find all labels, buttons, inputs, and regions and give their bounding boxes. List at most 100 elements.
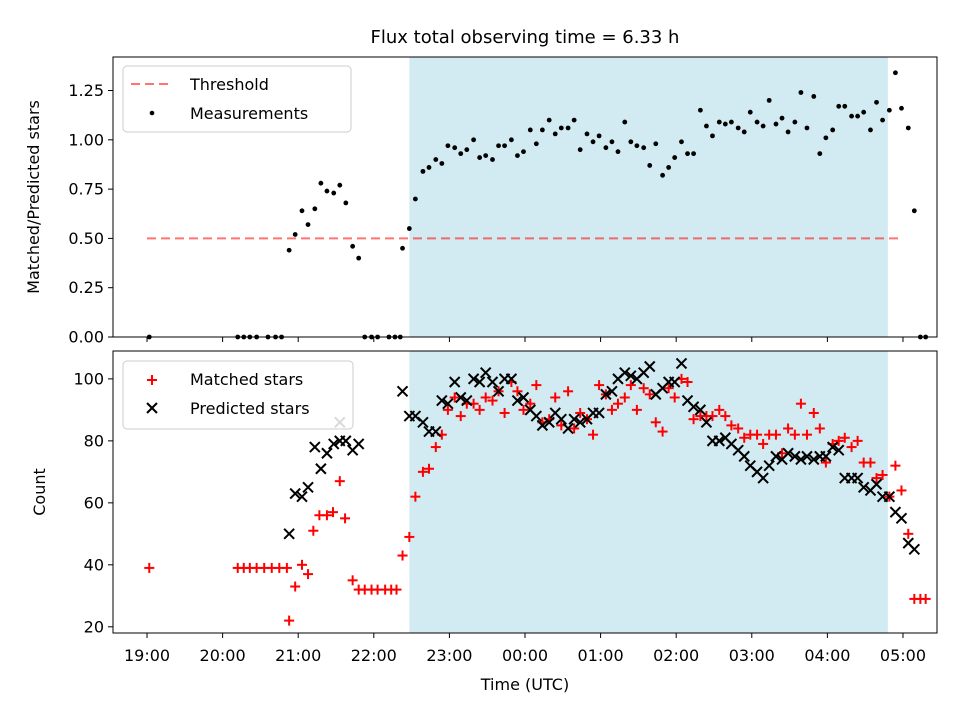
- predicted-star-point: [555, 413, 567, 425]
- measurement-point: [641, 145, 647, 151]
- matched-star-point: [783, 423, 794, 434]
- x-tick-label: 22:00: [351, 646, 397, 665]
- matched-star-point: [682, 376, 693, 387]
- matched-star-point: [839, 432, 850, 443]
- predicted-star-point: [543, 416, 555, 428]
- predicted-star-point: [908, 543, 921, 556]
- matched-star-point: [321, 510, 332, 521]
- top-legend: Threshold Measurements: [122, 65, 352, 133]
- bottom-legend: Matched stars Predicted stars: [122, 360, 354, 430]
- matched-star-point: [625, 380, 636, 391]
- predicted-star-point: [492, 385, 505, 397]
- measurement-point: [477, 155, 483, 160]
- top-y-tick-label: 0.50: [68, 229, 104, 248]
- matched-star-point: [903, 528, 914, 539]
- bottom-y-tick-label: 20: [84, 617, 104, 636]
- measurement-point: [533, 141, 539, 147]
- measurement-point: [318, 180, 324, 186]
- chart-title: Flux total observing time = 6.33 h: [371, 27, 680, 48]
- matched-star-point: [144, 562, 155, 573]
- measurement-point: [880, 117, 885, 123]
- matched-star-point: [733, 423, 744, 434]
- predicted-star-point: [883, 490, 896, 503]
- top-legend-threshold-label: Threshold: [189, 75, 269, 94]
- measurement-point: [312, 206, 318, 212]
- bottom-y-tick-label: 60: [84, 493, 104, 512]
- matched-star-point: [563, 386, 574, 397]
- measurement-point: [741, 129, 747, 135]
- predicted-star-point: [309, 441, 321, 453]
- measurement-point: [521, 149, 526, 155]
- matched-star-point: [550, 392, 561, 403]
- measurement-point: [773, 121, 779, 127]
- measurement-point: [508, 137, 514, 143]
- measurement-point: [622, 119, 628, 125]
- matched-star-point: [795, 398, 806, 409]
- measurement-point: [779, 115, 785, 121]
- x-tick-label: 05:00: [880, 646, 926, 665]
- matched-star-point: [281, 562, 292, 573]
- predicted-star-point: [687, 401, 700, 413]
- measurement-point: [647, 163, 653, 168]
- bottom-panel: 20 40 60 80 100 19:00 20:00 21:00 22:00 23:00 00:…: [30, 350, 938, 694]
- measurement-point: [350, 243, 356, 249]
- matched-star-point: [846, 442, 857, 453]
- matched-star-point: [449, 392, 460, 403]
- matched-star-point: [442, 404, 453, 415]
- top-y-tick-label: 0.00: [68, 328, 104, 347]
- top-panel-shaded-span: [409, 57, 888, 337]
- matched-star-point: [487, 395, 498, 406]
- matched-star-point: [820, 457, 831, 468]
- x-tick-label: 02:00: [653, 646, 699, 665]
- predicted-star-point: [505, 373, 518, 385]
- measurement-point: [615, 149, 621, 155]
- measurement-point: [704, 123, 709, 129]
- measurement-point: [458, 151, 464, 157]
- measurement-point: [849, 113, 854, 119]
- measurement-point: [710, 133, 715, 139]
- matched-star-point: [619, 392, 630, 403]
- predicted-star-point: [396, 385, 409, 397]
- measurement-point: [792, 119, 798, 125]
- matched-star-point: [347, 575, 358, 586]
- matched-star-point: [575, 407, 586, 418]
- matched-star-point: [417, 466, 428, 477]
- matched-star-point: [877, 469, 888, 480]
- measurement-point: [697, 107, 703, 113]
- matched-star-point: [920, 593, 931, 604]
- bottom-panel-y-ticks: 20 40 60 80 100: [73, 369, 113, 636]
- predicted-star-point: [625, 370, 637, 382]
- predicted-star-point: [826, 441, 839, 453]
- x-axis-label: Time (UTC): [480, 675, 569, 694]
- measurement-point: [728, 119, 734, 125]
- measurement-point: [823, 135, 829, 141]
- predicted-star-point: [606, 385, 618, 397]
- measurement-point: [577, 147, 583, 153]
- predicted-star-point: [801, 450, 813, 463]
- measurement-point: [886, 107, 892, 113]
- predicted-star-point: [600, 388, 612, 401]
- matched-star-point: [852, 435, 863, 446]
- measurement-point: [590, 139, 596, 145]
- top-y-tick-label: 0.75: [68, 180, 104, 199]
- bottom-legend-box: [122, 360, 354, 430]
- matched-star-point: [404, 531, 415, 542]
- x-tick-label: 20:00: [200, 646, 246, 665]
- top-panel-y-axis-label: Matched/Predicted stars: [24, 100, 43, 294]
- predicted-star-point: [315, 463, 327, 475]
- top-panel-x-ticks: [146, 337, 904, 342]
- bottom-panel-frame: [112, 350, 938, 634]
- predicted-star-point: [644, 360, 656, 373]
- predicted-star-point: [870, 478, 883, 490]
- matched-star-point: [865, 457, 876, 468]
- predicted-star-point: [763, 459, 775, 472]
- measurement-point: [830, 127, 836, 133]
- measurement-point: [552, 131, 558, 137]
- measurement-point: [496, 143, 501, 149]
- matched-star-point: [814, 423, 825, 434]
- predicted-star-point: [770, 450, 782, 463]
- matched-star-point: [638, 383, 649, 394]
- measurement-point: [343, 200, 349, 206]
- matched-star-point: [303, 569, 314, 580]
